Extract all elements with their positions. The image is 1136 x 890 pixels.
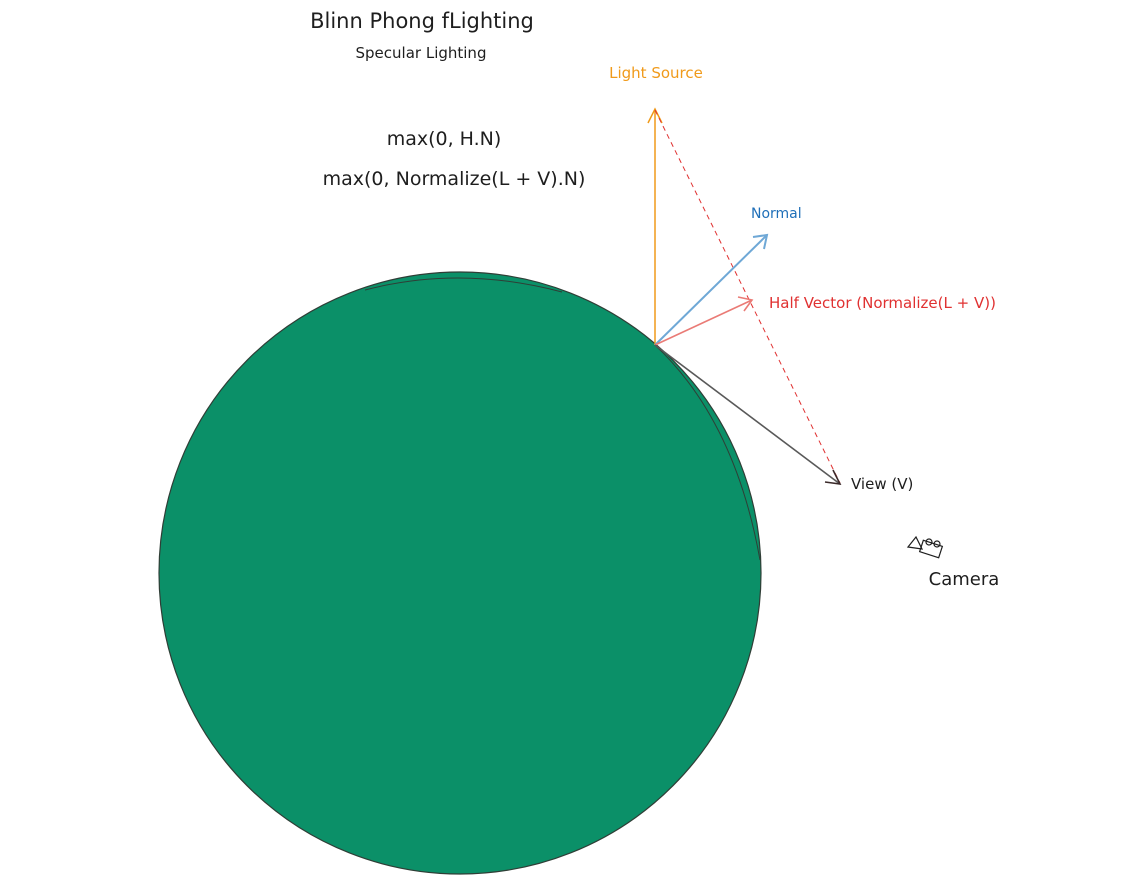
light-to-view-dashed-line xyxy=(654,109,841,484)
diagram-title: Blinn Phong fLighting xyxy=(310,9,534,33)
camera-icon xyxy=(906,535,944,559)
half-vector xyxy=(654,299,753,346)
camera-label: Camera xyxy=(929,569,1000,590)
normal-label: Normal xyxy=(751,206,802,222)
light-source-label: Light Source xyxy=(609,64,703,82)
sphere-sketch-stroke-right xyxy=(654,344,761,561)
normal-vector-arrowhead xyxy=(752,233,769,250)
view-label: View (V) xyxy=(851,475,913,493)
diagram-subtitle: Specular Lighting xyxy=(356,44,487,62)
sphere-sketch-stroke xyxy=(364,277,563,293)
normal-vector xyxy=(654,234,768,346)
sphere xyxy=(158,271,762,875)
view-vector xyxy=(654,344,841,485)
half-vector-arrowhead xyxy=(737,296,754,312)
half-vector-label: Half Vector (Normalize(L + V)) xyxy=(769,294,996,312)
formula-line-1: max(0, H.N) xyxy=(387,128,502,150)
view-vector-arrowhead xyxy=(824,469,842,485)
formula-line-2: max(0, Normalize(L + V).N) xyxy=(323,168,586,190)
